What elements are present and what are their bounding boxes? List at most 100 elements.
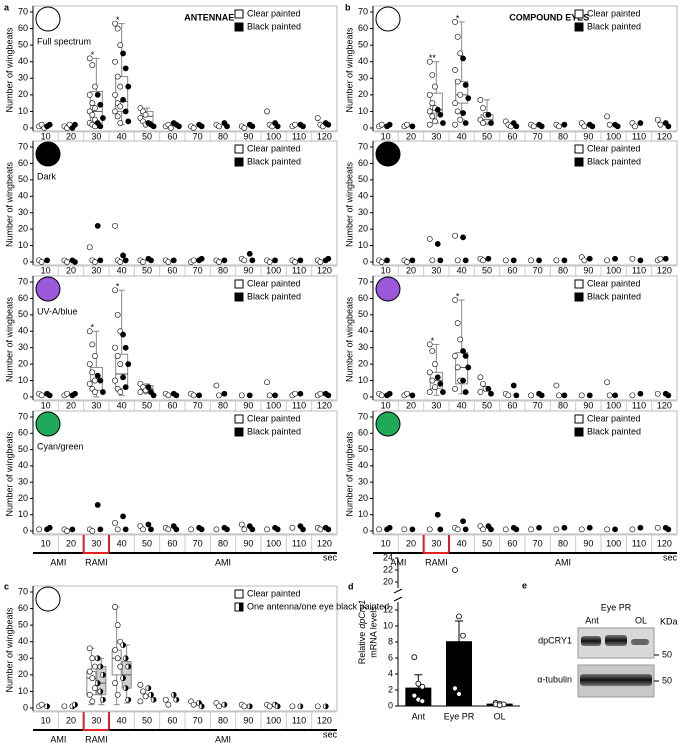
x-tick-label: 70 [193,538,203,548]
x-tick-label: 50 [142,131,152,141]
data-point [249,123,256,130]
data-point [429,100,436,107]
data-point [148,257,154,264]
data-point [452,685,458,692]
y-axis-label: Number of wingbeats [4,607,14,693]
x-tick-label: 50 [142,715,152,725]
data-point [92,685,98,692]
data-point [221,390,228,397]
x-tick-label: 60 [167,131,177,141]
data-point [513,392,520,399]
y-tick-label: 30 [358,207,368,217]
significance: * [91,323,95,333]
x-tick-label: 40 [457,538,467,548]
data-point [325,121,332,128]
y-axis-label: Number of wingbeats [4,27,14,113]
data-point [457,336,464,343]
data-point [238,392,245,399]
data-point [429,348,436,354]
data-point [241,257,248,264]
y-tick-label: 10 [358,375,368,385]
data-point [145,685,152,692]
y-tick-label: 70 [358,6,368,16]
data-point [409,123,416,130]
y-axis-label: Number of wingbeats [344,296,354,382]
y-tick-label: 50 [18,309,28,319]
data-point [86,328,93,335]
data-point [386,121,393,128]
data-point [112,91,118,98]
data-point [528,392,534,399]
box [86,671,97,696]
legend-label: Clear painted [247,413,301,423]
data-point [606,392,613,399]
x-tick-label: 110 [292,715,306,725]
x-tick-label: 80 [218,265,228,275]
data-point [378,392,385,399]
x-tick-label: 20 [406,400,416,410]
x-tick-label: 120 [657,131,672,141]
data-point [122,526,129,533]
y-tick-label: 50 [358,444,368,454]
data-point [122,685,129,692]
x-unit: sec [663,552,678,562]
y-tick-label: 40 [358,191,368,201]
x-tick-label: 90 [583,400,593,410]
data-point [238,521,245,528]
x-tick-label: 100 [266,715,281,725]
data-point [125,118,132,125]
y-tick-label: 0 [23,122,28,132]
x-tick-label: 80 [218,538,228,548]
data-point [92,105,98,112]
data-point [97,663,104,670]
data-point [561,121,568,128]
data-point [480,380,486,387]
data-point [213,382,220,389]
data-point [112,287,118,294]
x-tick-label: 120 [317,400,332,410]
data-point [665,123,672,130]
data-point [289,703,296,710]
data-point [69,526,76,533]
data-point [488,526,494,533]
legend-label: Clear painted [247,143,301,153]
y-tick-label: 2 [388,684,393,694]
data-point [462,389,469,395]
y-tick-label: 30 [18,653,28,663]
y-tick-label: 10 [358,240,368,250]
data-point [429,257,436,264]
data-point [120,50,126,57]
box [115,353,129,390]
data-point [92,83,98,90]
y-tick-label: 70 [358,276,368,286]
data-point [120,374,126,381]
x-tick-label: 120 [317,538,332,548]
x-tick-label: 90 [243,400,253,410]
data-point [553,526,560,533]
y-tick-label: 20 [18,493,28,503]
x-tick-label: 50 [482,538,492,548]
data-point [114,622,121,629]
x-tick-label: 80 [558,131,568,141]
data-point [536,257,542,264]
phase-line [82,712,110,731]
y-axis-label: Number of wingbeats [344,161,354,247]
data-point [122,384,129,391]
legend-marker [574,292,584,302]
data-point [654,390,661,397]
data-point [122,344,129,351]
x-tick-label: 20 [66,715,76,725]
data-point [100,671,106,678]
x-tick-label: 30 [431,538,441,548]
data-point [292,121,298,128]
data-point [117,361,124,368]
data-point [325,392,332,399]
data-point [462,257,469,264]
data-point [92,389,98,395]
data-point [114,526,121,533]
data-point [297,390,304,397]
data-point [496,702,503,709]
data-point [657,255,664,262]
y-axis-label-gene: dpCry1 [357,600,367,629]
data-point [44,703,50,710]
